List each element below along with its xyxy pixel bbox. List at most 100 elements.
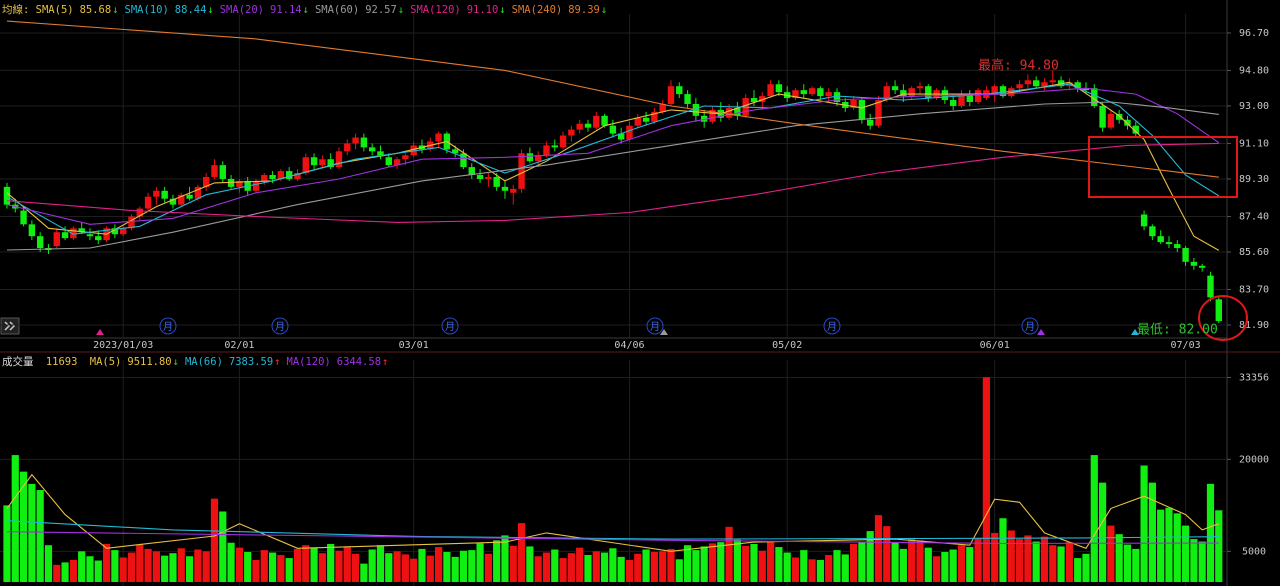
volume-bar <box>551 549 559 582</box>
month-marker: 月 <box>445 321 455 333</box>
candle-body <box>1049 80 1056 83</box>
candle-body <box>28 224 36 237</box>
legend-trend: ↓ <box>207 4 214 16</box>
ma-line <box>6 142 1219 223</box>
volume-bar <box>244 551 252 582</box>
volume-bar <box>974 537 982 582</box>
volume-bar <box>1132 548 1140 582</box>
volume-bar <box>327 543 335 582</box>
candle-body <box>792 90 799 99</box>
candle-body <box>476 175 484 179</box>
candle-body <box>817 88 824 97</box>
month-marker-ring <box>159 317 177 335</box>
candle-body <box>393 159 401 166</box>
month-marker-ring <box>646 317 664 335</box>
candle-body <box>534 155 542 162</box>
volume-bar <box>451 556 459 582</box>
candle-body <box>1149 226 1156 237</box>
candle-body <box>676 86 683 95</box>
volume-bar <box>791 557 800 582</box>
candle-body <box>485 176 492 179</box>
legend-trend: ↓ <box>499 4 506 16</box>
legend-name: SMA(240) <box>511 4 563 16</box>
candle-body <box>352 137 359 144</box>
candle-body <box>858 100 866 120</box>
candle-body <box>617 133 625 140</box>
volume-bar <box>609 548 617 582</box>
candle-body <box>153 190 160 197</box>
volume-bar <box>816 559 824 582</box>
volume-bar <box>675 559 683 582</box>
candle-body <box>750 98 758 103</box>
legend-name: SMA(60) <box>314 4 360 16</box>
candle-body <box>501 186 509 191</box>
volume-bar <box>559 558 567 582</box>
button-icon[interactable] <box>9 321 16 331</box>
month-marker: 月 <box>1025 321 1035 333</box>
volume-bar <box>800 550 808 582</box>
volume-bar <box>526 546 534 582</box>
candle-body <box>883 86 890 101</box>
volume-bar <box>61 562 69 582</box>
volume-bar <box>11 455 19 582</box>
candle-body <box>61 232 69 239</box>
candle-body <box>568 129 575 136</box>
candle-body <box>584 123 592 128</box>
expand-button[interactable] <box>0 317 20 335</box>
volume-bar <box>210 498 219 582</box>
candle-body <box>916 86 924 89</box>
candle-body <box>335 151 343 168</box>
volume-bar <box>169 553 177 582</box>
volume-bar <box>825 555 833 582</box>
candle-body <box>319 159 326 166</box>
candle-body <box>684 94 691 104</box>
volume-bar <box>742 545 750 582</box>
volume-bar <box>94 560 102 582</box>
volume-bar <box>841 554 849 582</box>
volume-bar <box>443 551 451 582</box>
legend-name: SMA(5) <box>35 4 74 16</box>
candle-body <box>236 180 243 187</box>
y-tick-label: 81.90 <box>1239 320 1269 331</box>
event-marker <box>1131 329 1139 335</box>
candle-body <box>70 228 77 239</box>
candle-body <box>966 94 973 103</box>
volume-bar <box>53 564 61 582</box>
candle-body <box>3 186 11 205</box>
candle-body <box>161 190 168 199</box>
candle-body <box>468 167 475 176</box>
candle-body <box>734 107 741 116</box>
volume-bar <box>1107 525 1115 582</box>
button-icon[interactable] <box>4 321 11 331</box>
legend-trend: ↓ <box>600 4 608 16</box>
candle-body <box>974 90 982 103</box>
candle-body <box>128 216 135 229</box>
candle-body <box>800 90 807 95</box>
candle-body <box>709 109 716 122</box>
candle-body <box>833 92 841 103</box>
candle-body <box>767 84 774 97</box>
event-marker <box>660 329 668 335</box>
volume-bar <box>700 546 708 582</box>
y-tick-label: 91.10 <box>1239 138 1269 149</box>
legend-trend: ↓ <box>302 4 309 16</box>
volume-bar <box>335 550 343 582</box>
volume-bar <box>982 377 990 582</box>
candle-body <box>908 88 915 97</box>
candle-body <box>991 86 998 95</box>
ma-line <box>6 473 1219 552</box>
volume-bar <box>966 547 974 582</box>
candle-body <box>659 103 666 112</box>
volume-bar <box>219 511 227 582</box>
candle-body <box>725 107 733 118</box>
legend-value: 7383.59 <box>228 356 274 368</box>
candle-body <box>1124 119 1131 126</box>
volume-bar <box>476 543 484 582</box>
high-annotation: 最高: 94.80 <box>978 58 1059 74</box>
candle-body <box>136 208 143 217</box>
candle-body <box>1107 113 1115 128</box>
volume-bar <box>302 545 310 582</box>
legend-name: MA(5) <box>89 356 122 368</box>
volume-bar <box>766 541 775 582</box>
